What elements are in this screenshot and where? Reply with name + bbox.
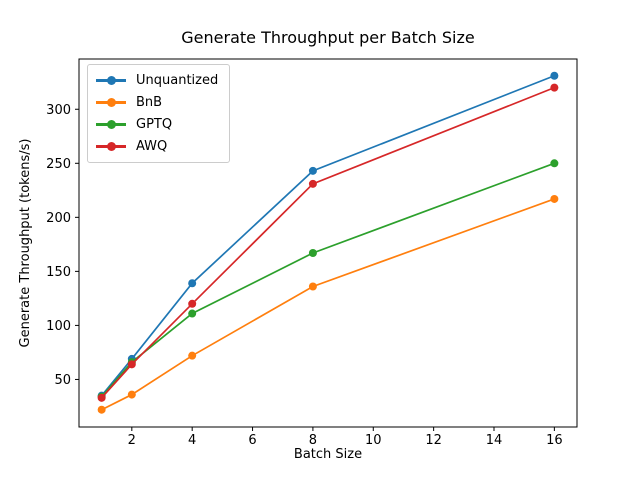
x-tick-label: 2 bbox=[128, 433, 136, 448]
series-marker-bnb bbox=[97, 405, 106, 414]
series-marker-awq bbox=[550, 83, 559, 92]
series-marker-unquantized bbox=[550, 71, 559, 80]
y-tick-label: 100 bbox=[46, 319, 71, 334]
x-tick-label: 8 bbox=[309, 433, 317, 448]
series-marker-awq bbox=[308, 179, 317, 188]
y-axis-label: Generate Throughput (tokens/s) bbox=[18, 138, 33, 348]
legend-label: AWQ bbox=[136, 139, 168, 154]
series-marker-bnb bbox=[127, 390, 136, 399]
legend-label: BnB bbox=[136, 95, 163, 110]
legend: Unquantized BnB GPTQ AWQ bbox=[87, 64, 231, 163]
series-marker-bnb bbox=[188, 351, 197, 360]
plot-border bbox=[78, 58, 578, 428]
series-marker-gptq bbox=[308, 248, 317, 257]
series-marker-gptq bbox=[188, 309, 197, 318]
legend-swatch-icon bbox=[96, 142, 126, 151]
x-tick-label: 12 bbox=[425, 433, 442, 448]
series-marker-unquantized bbox=[188, 279, 197, 288]
legend-item-unquantized: Unquantized bbox=[96, 71, 218, 90]
legend-label: Unquantized bbox=[136, 73, 219, 88]
series-marker-awq bbox=[127, 360, 136, 369]
y-tick-label: 250 bbox=[46, 157, 71, 172]
legend-label: GPTQ bbox=[136, 117, 173, 132]
series-marker-bnb bbox=[550, 194, 559, 203]
series-marker-awq bbox=[188, 299, 197, 308]
x-tick-label: 14 bbox=[486, 433, 503, 448]
x-tick-label: 6 bbox=[248, 433, 256, 448]
x-tick-label: 16 bbox=[546, 433, 563, 448]
y-tick-label: 200 bbox=[46, 211, 71, 226]
series-marker-bnb bbox=[308, 282, 317, 291]
series-line-bnb bbox=[101, 198, 555, 411]
x-tick-label: 10 bbox=[365, 433, 382, 448]
legend-swatch-icon bbox=[96, 120, 126, 129]
legend-swatch-icon bbox=[96, 76, 126, 85]
x-axis-label: Batch Size bbox=[293, 447, 363, 462]
y-tick-label: 150 bbox=[46, 265, 71, 280]
series-marker-gptq bbox=[550, 159, 559, 168]
legend-item-bnb: BnB bbox=[96, 93, 218, 112]
y-tick-label: 300 bbox=[46, 103, 71, 118]
series-marker-awq bbox=[97, 393, 106, 402]
y-tick-label: 50 bbox=[54, 373, 71, 388]
legend-item-gptq: GPTQ bbox=[96, 115, 218, 134]
x-tick-label: 4 bbox=[188, 433, 196, 448]
series-marker-unquantized bbox=[308, 166, 317, 175]
chart-title: Generate Throughput per Batch Size bbox=[181, 28, 475, 47]
series-line-gptq bbox=[100, 162, 555, 398]
legend-swatch-icon bbox=[96, 98, 126, 107]
legend-item-awq: AWQ bbox=[96, 137, 218, 156]
